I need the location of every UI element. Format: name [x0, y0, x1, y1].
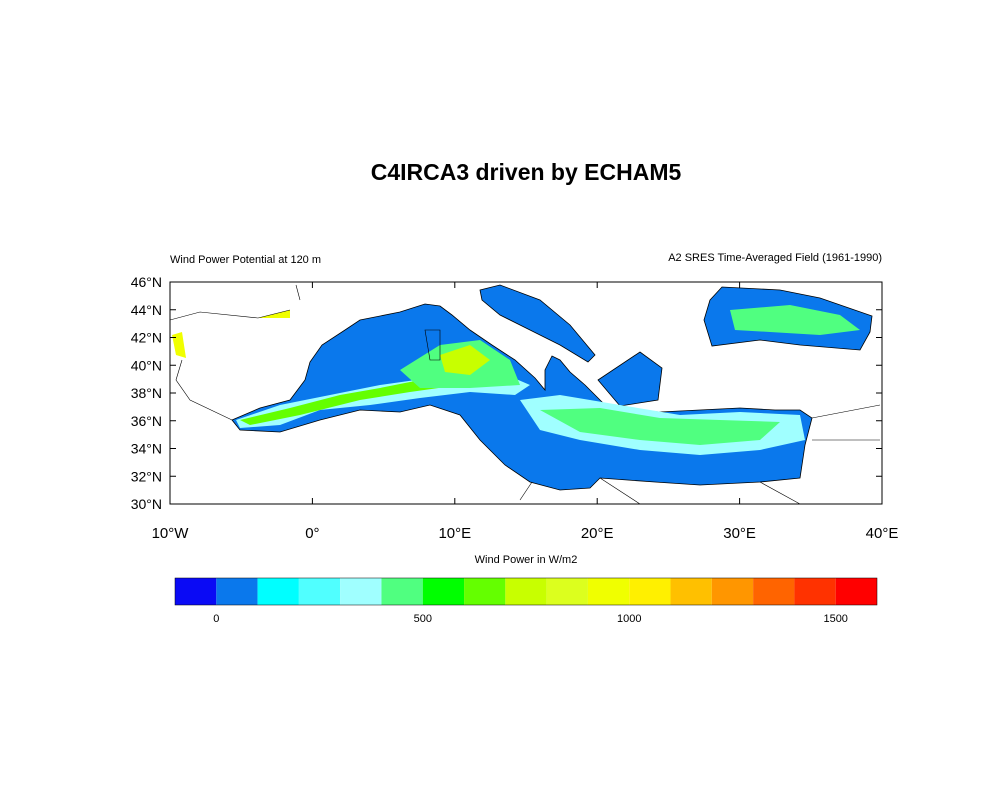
colorbar-box [257, 578, 299, 605]
x-tick-label: 10°W [152, 525, 190, 542]
colorbar-box [464, 578, 506, 605]
field-patch [540, 408, 780, 445]
y-tick-label: 44°N [131, 302, 162, 318]
y-tick-label: 46°N [131, 274, 162, 290]
colorbar-box [422, 578, 465, 605]
x-tick-label: 20°E [581, 525, 614, 542]
x-tick-label: 40°E [866, 525, 899, 542]
y-tick-label: 30°N [131, 496, 162, 512]
aegean-field [597, 351, 663, 407]
map-field [169, 281, 883, 505]
colorbar-box [546, 578, 588, 605]
colorbar-box [711, 578, 754, 605]
colorbar-label: 500 [414, 613, 432, 625]
colorbar-box [670, 578, 712, 605]
x-tick-label: 10°E [438, 525, 471, 542]
colorbar-frame [174, 577, 878, 606]
colorbar-label: 1000 [617, 613, 641, 625]
field-patch [240, 375, 460, 425]
title: C4IRCA3 driven by ECHAM5 [371, 159, 682, 185]
colorbar-box [587, 578, 630, 605]
y-tick-label: 38°N [131, 385, 162, 401]
colorbar-label: 0 [213, 613, 219, 625]
colorbar-box [298, 578, 341, 605]
y-tick-label: 40°N [131, 357, 162, 373]
colorbar-box [505, 578, 547, 605]
right-string: A2 SRES Time-Averaged Field (1961-1990) [668, 252, 882, 264]
y-tick-label: 36°N [131, 413, 162, 429]
colorbar-title: Wind Power in W/m2 [475, 554, 578, 566]
y-tick-label: 32°N [131, 468, 162, 484]
colorbar-box [216, 578, 258, 605]
colorbar: 0 500 1000 1500 [174, 577, 878, 625]
y-tick-label: 42°N [131, 330, 162, 346]
colorbar-box [629, 578, 671, 605]
coastline [169, 284, 881, 505]
colorbar-box [175, 578, 217, 605]
field-patch [440, 345, 490, 375]
map-axes: 10°W 0° 10°E 20°E 30°E 40°E 30°N 32°N 34°N 36°N 38… [131, 274, 899, 542]
colorbar-label: 1500 [823, 613, 847, 625]
colorbar-box [835, 578, 877, 605]
y-tick-label: 34°N [131, 441, 162, 457]
field-patch [172, 332, 186, 358]
adriatic-field [479, 284, 596, 363]
x-tick-label: 30°E [723, 525, 756, 542]
x-tick-label: 0° [305, 525, 319, 542]
colorbar-box [794, 578, 836, 605]
colorbar-box [340, 578, 382, 605]
left-string: Wind Power Potential at 120 m [170, 254, 321, 266]
field-patch [730, 305, 860, 335]
colorbar-box [381, 578, 423, 605]
colorbar-box [753, 578, 795, 605]
